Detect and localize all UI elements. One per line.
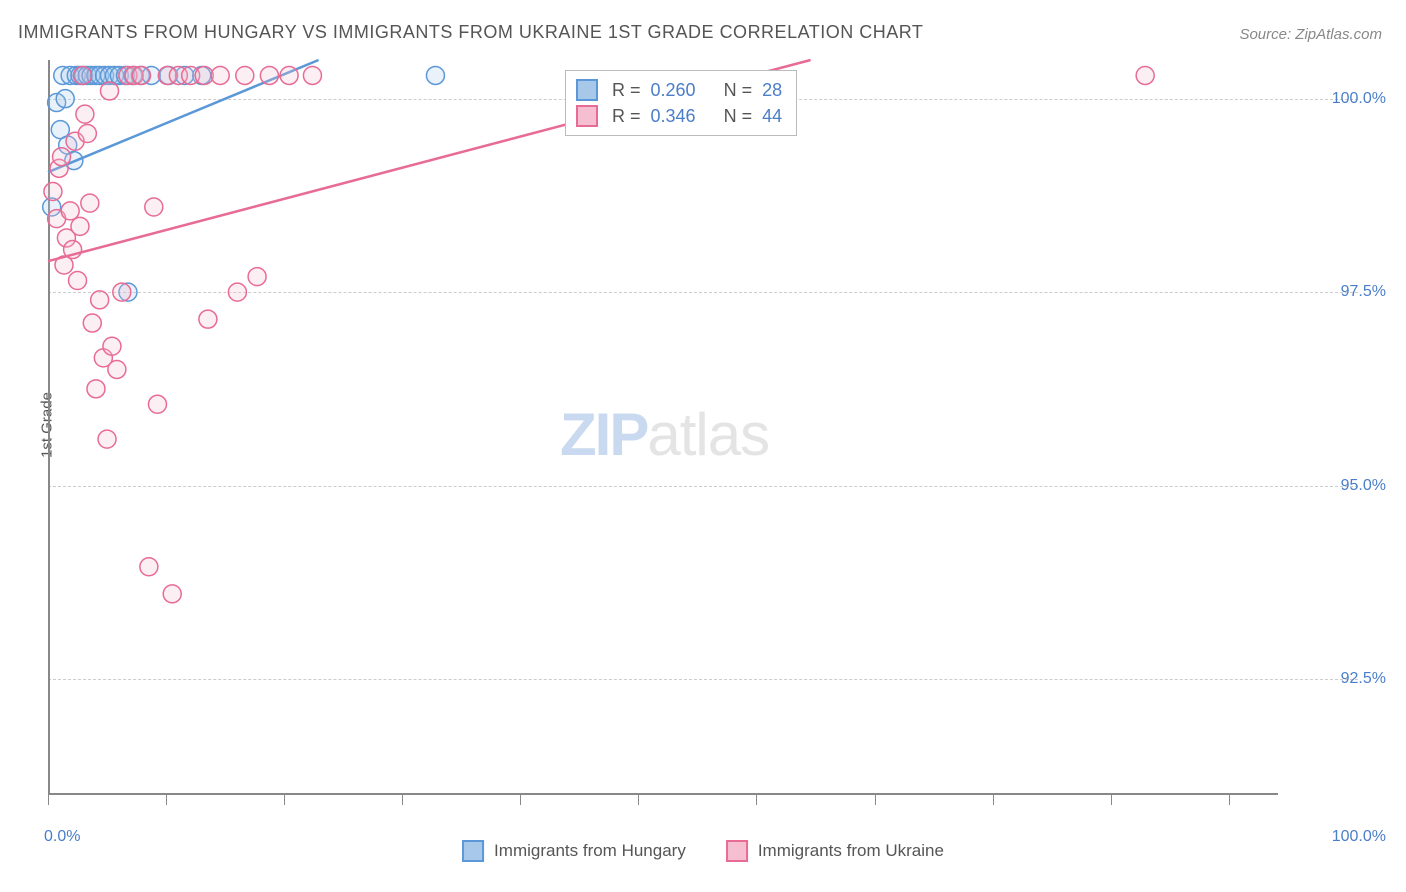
r-label: R = (612, 80, 641, 101)
scatter-point (199, 310, 217, 328)
scatter-point (113, 283, 131, 301)
n-value-0: 28 (762, 80, 782, 101)
ytick-label: 95.0% (1341, 477, 1386, 495)
scatter-point (228, 283, 246, 301)
scatter-point (163, 585, 181, 603)
scatter-point (211, 66, 229, 84)
scatter-point (73, 66, 91, 84)
scatter-point (83, 314, 101, 332)
xtick (1229, 795, 1230, 805)
legend-label-ukraine: Immigrants from Ukraine (758, 841, 944, 861)
chart-svg (48, 60, 1278, 795)
swatch-hungary (576, 79, 598, 101)
xtick-label: 100.0% (1332, 828, 1386, 846)
scatter-point (53, 148, 71, 166)
correlation-legend-row-0: R = 0.260 N = 28 (576, 77, 782, 103)
xtick (1111, 795, 1112, 805)
legend-label-hungary: Immigrants from Hungary (494, 841, 686, 861)
scatter-point (260, 66, 278, 84)
r-label: R = (612, 106, 641, 127)
correlation-legend: R = 0.260 N = 28 R = 0.346 N = 44 (565, 70, 797, 136)
r-value-0: 0.260 (651, 80, 696, 101)
xtick (875, 795, 876, 805)
scatter-point (91, 291, 109, 309)
scatter-point (108, 360, 126, 378)
scatter-point (145, 198, 163, 216)
n-label: N = (724, 106, 753, 127)
legend-swatch-hungary (462, 840, 484, 862)
scatter-point (303, 66, 321, 84)
scatter-point (44, 183, 62, 201)
scatter-point (103, 337, 121, 355)
legend-swatch-ukraine (726, 840, 748, 862)
scatter-point (98, 430, 116, 448)
scatter-point (132, 66, 150, 84)
scatter-point (76, 105, 94, 123)
xtick (48, 795, 49, 805)
scatter-point (69, 272, 87, 290)
xtick (166, 795, 167, 805)
correlation-legend-row-1: R = 0.346 N = 44 (576, 103, 782, 129)
swatch-ukraine (576, 105, 598, 127)
series-legend: Immigrants from Hungary Immigrants from … (462, 840, 944, 862)
scatter-point (248, 268, 266, 286)
ytick-label: 97.5% (1341, 283, 1386, 301)
legend-item-hungary: Immigrants from Hungary (462, 840, 686, 862)
xtick (520, 795, 521, 805)
scatter-point (140, 558, 158, 576)
scatter-point (71, 217, 89, 235)
scatter-point (101, 82, 119, 100)
xtick (284, 795, 285, 805)
legend-item-ukraine: Immigrants from Ukraine (726, 840, 944, 862)
ytick-label: 92.5% (1341, 670, 1386, 688)
r-value-1: 0.346 (651, 106, 696, 127)
ytick-label: 100.0% (1332, 90, 1386, 108)
xtick-label: 0.0% (44, 828, 80, 846)
scatter-point (56, 90, 74, 108)
scatter-point (236, 66, 254, 84)
n-label: N = (724, 80, 753, 101)
scatter-point (78, 125, 96, 143)
scatter-point (1136, 66, 1154, 84)
scatter-point (61, 202, 79, 220)
source-attribution: Source: ZipAtlas.com (1239, 26, 1382, 43)
xtick (993, 795, 994, 805)
scatter-point (81, 194, 99, 212)
chart-title: IMMIGRANTS FROM HUNGARY VS IMMIGRANTS FR… (18, 22, 923, 43)
scatter-point (148, 395, 166, 413)
scatter-point (280, 66, 298, 84)
xtick (638, 795, 639, 805)
xtick (756, 795, 757, 805)
xtick (402, 795, 403, 805)
n-value-1: 44 (762, 106, 782, 127)
scatter-point (87, 380, 105, 398)
scatter-point (426, 66, 444, 84)
